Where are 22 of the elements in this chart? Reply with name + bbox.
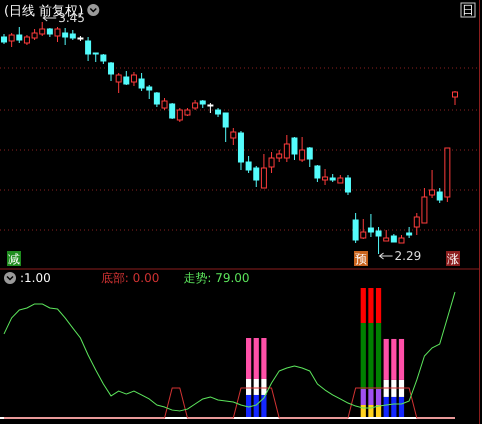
bar xyxy=(360,389,366,405)
bar xyxy=(360,405,366,418)
bar xyxy=(376,389,382,405)
bar xyxy=(384,396,389,418)
bar xyxy=(391,396,396,418)
bar xyxy=(384,338,389,380)
annotation: 2.29 xyxy=(394,249,422,263)
bar xyxy=(376,288,382,323)
bar xyxy=(398,380,404,397)
text: 走势: 79.00 xyxy=(183,271,250,285)
text: 底部: 0.00 xyxy=(100,271,160,285)
bar xyxy=(368,288,374,323)
bar xyxy=(391,380,396,397)
bar xyxy=(360,288,366,323)
bar xyxy=(368,322,374,390)
text: :1.00 xyxy=(20,271,51,285)
bar xyxy=(368,389,374,405)
bar xyxy=(391,338,396,380)
bar xyxy=(376,322,382,390)
bar xyxy=(360,322,366,390)
bar xyxy=(384,380,389,397)
bar xyxy=(398,338,404,380)
